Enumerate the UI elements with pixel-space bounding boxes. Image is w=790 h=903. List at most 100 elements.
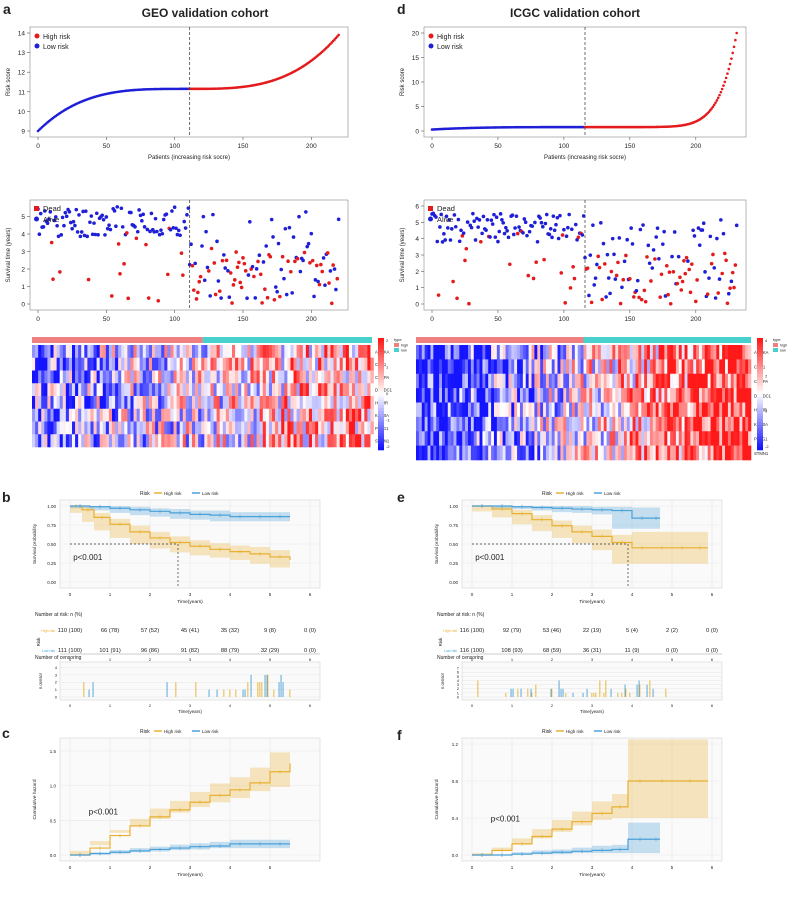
- heatmap-cell: [493, 402, 498, 418]
- alive-point: [155, 229, 159, 234]
- heatmap-cell: [664, 402, 668, 418]
- x-tick-label: 0: [471, 657, 474, 662]
- alive-point: [525, 233, 529, 238]
- heatmap-cell: [75, 434, 79, 448]
- heatmap-cell: [145, 370, 150, 384]
- heatmap-cell: [687, 402, 691, 418]
- heatmap-cell: [696, 388, 700, 403]
- heatmap-cell: [644, 445, 648, 461]
- heatmap-cell: [213, 370, 217, 384]
- dead-point: [280, 254, 285, 259]
- alive-point: [332, 267, 337, 271]
- heatmap-cell: [235, 421, 239, 435]
- heatmap-cell: [557, 445, 561, 461]
- alive-point: [527, 229, 532, 234]
- heatmap-cell: [35, 383, 39, 397]
- alive-point: [552, 228, 557, 233]
- heatmap-cell: [213, 434, 217, 448]
- heatmap-cell: [667, 416, 671, 432]
- heatmap-cell: [265, 408, 270, 422]
- dead-point: [664, 263, 669, 268]
- heatmap-cell: [256, 370, 260, 384]
- heatmap-cell: [96, 408, 100, 422]
- heatmap-cell: [210, 434, 214, 448]
- alive-point: [453, 224, 458, 229]
- dead-point: [609, 269, 614, 274]
- heatmap-cell: [315, 345, 319, 359]
- heatmap-cell: [173, 421, 177, 435]
- heatmap-cell: [290, 370, 294, 384]
- heatmap-cell: [188, 383, 193, 397]
- dead-point: [643, 299, 648, 304]
- dead-point: [212, 261, 217, 265]
- heatmap-cell: [748, 431, 752, 446]
- alive-point: [567, 212, 571, 217]
- heatmap-cell: [99, 434, 104, 448]
- heatmap-cell: [514, 431, 518, 446]
- heatmap-cell: [133, 408, 137, 422]
- heatmap-cell: [710, 373, 714, 389]
- heatmap-cell: [421, 445, 425, 461]
- heatmap-cell: [145, 421, 150, 435]
- heatmap-cell: [609, 373, 613, 389]
- heatmap-cell: [641, 345, 645, 360]
- heatmap-cell: [739, 402, 743, 418]
- heatmap-cell: [272, 357, 276, 371]
- heatmap-cell: [364, 434, 368, 448]
- heatmap-cell: [670, 445, 674, 461]
- heatmap-cell: [470, 388, 475, 403]
- heatmap-cell: [272, 434, 276, 448]
- heatmap-cell: [566, 431, 570, 446]
- heatmap-cell: [439, 445, 443, 461]
- heatmap-cell: [597, 345, 602, 360]
- heatmap-cell: [348, 396, 353, 410]
- alive-point: [100, 213, 105, 218]
- y-tick-label: 12: [18, 70, 26, 77]
- color-scale-label: -1: [386, 418, 390, 423]
- heatmap-cell: [476, 373, 480, 389]
- heatmap-cell: [496, 402, 501, 418]
- color-scale-segment: [757, 338, 763, 342]
- heatmap-cell: [719, 373, 723, 389]
- dead-point: [310, 258, 315, 263]
- x-tick-label: 1: [511, 703, 514, 708]
- heatmap-cell: [551, 431, 555, 446]
- heatmap-cell: [284, 408, 288, 422]
- heatmap-cell: [678, 359, 682, 375]
- risk-count-high: 66 (78): [101, 628, 119, 634]
- heatmap-cell: [632, 373, 636, 389]
- alive-point: [713, 296, 718, 300]
- y-tick-label: 14: [18, 31, 26, 38]
- heatmap-cell: [675, 431, 680, 446]
- heatmap-cell: [574, 388, 579, 403]
- heatmap-cell: [592, 359, 596, 375]
- alive-point: [273, 285, 278, 289]
- heatmap-cell: [476, 388, 480, 403]
- heatmap-cell: [179, 370, 184, 384]
- legend-low-label: Low risk: [202, 491, 219, 496]
- heatmap-cell: [421, 359, 425, 375]
- legend-low-label: Low risk: [43, 44, 69, 51]
- heatmap-cell: [47, 345, 51, 359]
- dead-point: [659, 272, 664, 277]
- alive-point: [566, 225, 570, 230]
- alive-point: [257, 253, 262, 258]
- heatmap-cell: [287, 408, 291, 422]
- alive-point: [248, 219, 252, 224]
- heatmap-cell: [367, 408, 371, 422]
- heatmap-cell: [78, 345, 82, 359]
- heatmap-cell: [615, 416, 619, 432]
- heatmap-cell: [367, 345, 371, 359]
- heatmap-cell: [427, 445, 431, 461]
- heatmap-cell: [690, 345, 694, 360]
- heatmap-cell: [453, 416, 457, 432]
- heatmap-cell: [644, 416, 648, 432]
- heatmap-cell: [488, 373, 492, 389]
- heatmap-cell: [118, 345, 122, 359]
- heatmap-cell: [430, 445, 434, 461]
- censor-bar-low-risk: [264, 674, 266, 697]
- heatmap-cell: [62, 383, 67, 397]
- heatmap-cell: [447, 416, 451, 432]
- heatmap-cell: [108, 383, 113, 397]
- heatmap-cell: [278, 408, 282, 422]
